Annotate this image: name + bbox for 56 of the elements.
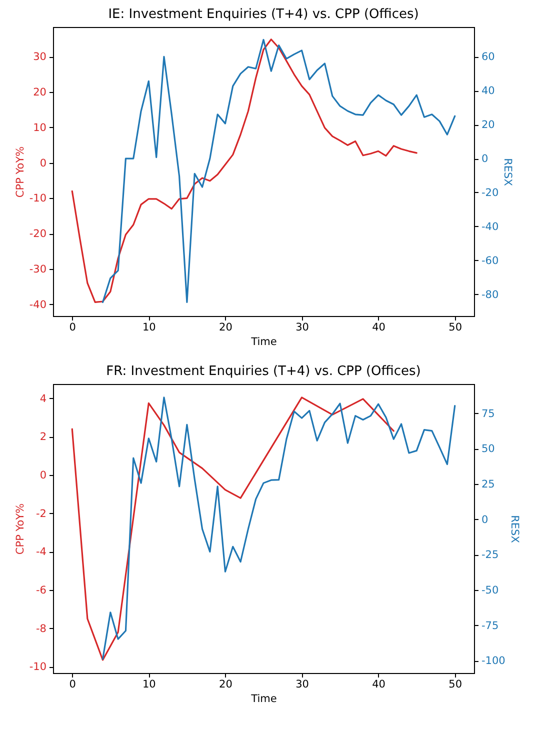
x-tick-label: 0	[69, 322, 76, 334]
x-tick-label: 50	[448, 322, 462, 334]
x-tick-label: 40	[372, 678, 386, 690]
chart-title: FR: Investment Enquiries (T+4) vs. CPP (Offices)	[106, 364, 421, 379]
y2-tick-label: -60	[482, 254, 499, 267]
y-tick-label: 2	[40, 431, 46, 444]
y-tick-label: -6	[36, 584, 47, 597]
x-tick-label: 30	[296, 678, 309, 690]
y2-tick-label: -25	[482, 549, 499, 562]
y2-tick-label: 0	[482, 153, 488, 166]
x-tick-label: 50	[448, 678, 462, 690]
y-tick-label: 4	[40, 392, 47, 405]
y2-tick-label: 40	[482, 85, 495, 98]
y-tick-label: -30	[29, 263, 46, 276]
y-tick-label: -40	[29, 298, 46, 311]
y2-tick-label: -20	[482, 186, 499, 199]
y-tick-label: 0	[40, 470, 46, 482]
y-tick-label: -2	[36, 508, 46, 520]
y-tick-label: 10	[33, 122, 46, 134]
line-series	[102, 38, 456, 304]
y-tick-label: -8	[36, 622, 46, 635]
y2-tick-label: 60	[482, 51, 495, 64]
y-tick-label: -10	[29, 661, 46, 674]
x-axis-title: Time	[250, 693, 277, 705]
y2-tick-label: 75	[482, 408, 495, 420]
x-axis-title: Time	[250, 336, 277, 348]
line-series	[71, 38, 418, 304]
y2-tick-label: -100	[482, 655, 506, 668]
x-tick-label: 0	[69, 678, 76, 690]
y-tick-label: 30	[33, 51, 46, 64]
y2-tick-label: 25	[482, 478, 495, 491]
x-tick-label: 10	[142, 322, 156, 334]
y-axis-title: CPP YoY%	[14, 146, 26, 198]
y-axis-title: CPP YoY%	[14, 503, 26, 555]
y-tick-label: -4	[36, 546, 47, 558]
y2-tick-label: -40	[482, 220, 499, 233]
x-tick-label: 20	[219, 678, 232, 690]
y2-tick-label: -80	[482, 288, 499, 301]
x-tick-label: 30	[296, 322, 309, 334]
y2-tick-label: 50	[482, 443, 495, 456]
x-tick-label: 10	[142, 678, 156, 690]
x-tick-label: 40	[372, 322, 386, 334]
y-tick-label: 20	[33, 86, 46, 99]
y2-tick-label: 20	[482, 119, 495, 132]
chart-title: IE: Investment Enquiries (T+4) vs. CPP (Offices)	[108, 7, 419, 22]
y2-tick-label: -50	[482, 584, 499, 597]
y2-axis-title: RESX	[502, 158, 514, 186]
y2-tick-label: -75	[482, 620, 499, 632]
y-tick-label: -20	[29, 228, 46, 240]
y2-tick-label: 0	[482, 514, 488, 526]
line-series	[71, 396, 394, 661]
y-tick-label: 0	[40, 157, 46, 170]
y-tick-label: -10	[29, 192, 46, 205]
line-series	[102, 396, 456, 660]
x-tick-label: 20	[219, 322, 232, 334]
y2-axis-title: RESX	[508, 515, 520, 543]
